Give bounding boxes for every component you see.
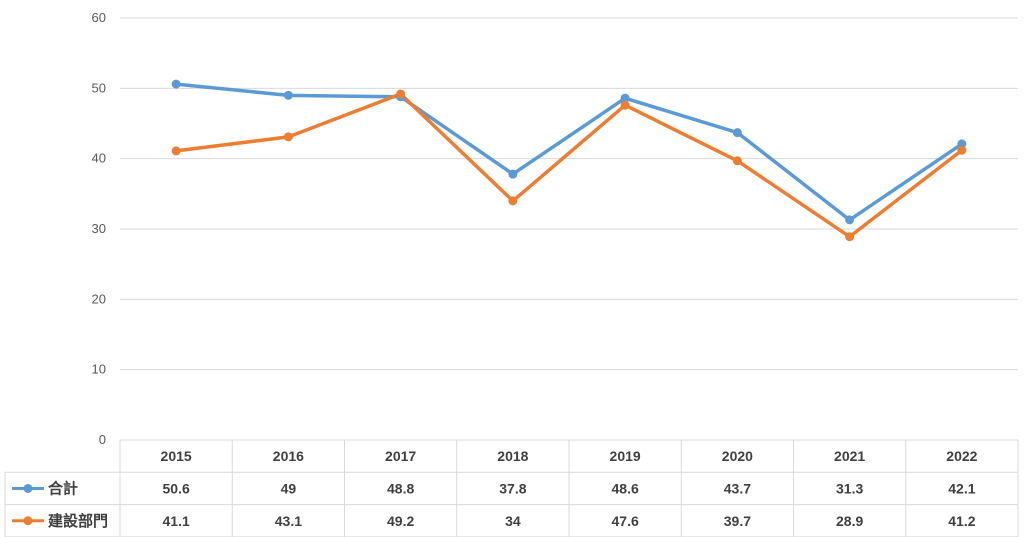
legend-key-marker bbox=[23, 516, 33, 526]
category-label: 2021 bbox=[834, 448, 865, 464]
series-name: 建設部門 bbox=[48, 512, 108, 530]
data-point bbox=[732, 156, 742, 166]
category-label: 2019 bbox=[610, 448, 641, 464]
data-point bbox=[396, 89, 406, 99]
series-line bbox=[174, 82, 964, 222]
data-label: 28.9 bbox=[836, 513, 863, 529]
data-label: 37.8 bbox=[499, 480, 526, 496]
data-point bbox=[620, 100, 630, 110]
y-tick-label: 50 bbox=[92, 80, 106, 95]
series-points bbox=[171, 79, 967, 242]
y-tick-label: 10 bbox=[92, 362, 106, 377]
data-label: 48.6 bbox=[612, 480, 639, 496]
data-point bbox=[283, 132, 293, 142]
y-axis: 0 10 20 30 40 50 60 bbox=[92, 10, 106, 447]
gridlines bbox=[120, 17, 1018, 371]
y-tick-label: 40 bbox=[92, 151, 106, 166]
y-tick-label: 60 bbox=[92, 10, 106, 25]
data-point bbox=[620, 93, 630, 103]
data-label: 47.6 bbox=[612, 513, 639, 529]
data-label: 49.2 bbox=[387, 513, 414, 529]
data-label: 34 bbox=[505, 513, 521, 529]
y-tick-label: 30 bbox=[92, 221, 106, 236]
data-point bbox=[508, 169, 518, 179]
y-tick-label: 20 bbox=[92, 291, 106, 306]
data-point bbox=[845, 215, 855, 225]
category-label: 2022 bbox=[946, 448, 977, 464]
data-label: 41.1 bbox=[163, 513, 190, 529]
data-point bbox=[171, 79, 181, 89]
data-label: 43.1 bbox=[275, 513, 302, 529]
y-tick-label: 0 bbox=[99, 432, 106, 447]
category-label: 2018 bbox=[497, 448, 528, 464]
category-label: 2015 bbox=[161, 448, 192, 464]
data-point bbox=[957, 139, 967, 149]
data-label: 50.6 bbox=[163, 480, 190, 496]
data-label: 41.2 bbox=[948, 513, 975, 529]
category-label: 2016 bbox=[273, 448, 304, 464]
data-label: 39.7 bbox=[724, 513, 751, 529]
data-point bbox=[171, 146, 181, 156]
legend-key-marker bbox=[23, 483, 33, 493]
category-label: 2020 bbox=[722, 448, 753, 464]
data-point bbox=[845, 232, 855, 242]
data-point bbox=[283, 90, 293, 100]
data-label: 42.1 bbox=[948, 480, 975, 496]
category-label: 2017 bbox=[385, 448, 416, 464]
data-point bbox=[957, 145, 967, 155]
data-label: 49 bbox=[281, 480, 297, 496]
series-lines bbox=[174, 82, 964, 239]
series-line bbox=[174, 92, 964, 239]
data-label: 48.8 bbox=[387, 480, 414, 496]
series-name: 合計 bbox=[47, 479, 78, 497]
data-point bbox=[508, 196, 518, 206]
data-point bbox=[732, 128, 742, 138]
data-label: 43.7 bbox=[724, 480, 751, 496]
data-table: 2015 2016 2017 2018 2019 2020 2021 2022 合計 50.6 49… bbox=[4, 439, 1019, 537]
data-label: 31.3 bbox=[836, 480, 863, 496]
